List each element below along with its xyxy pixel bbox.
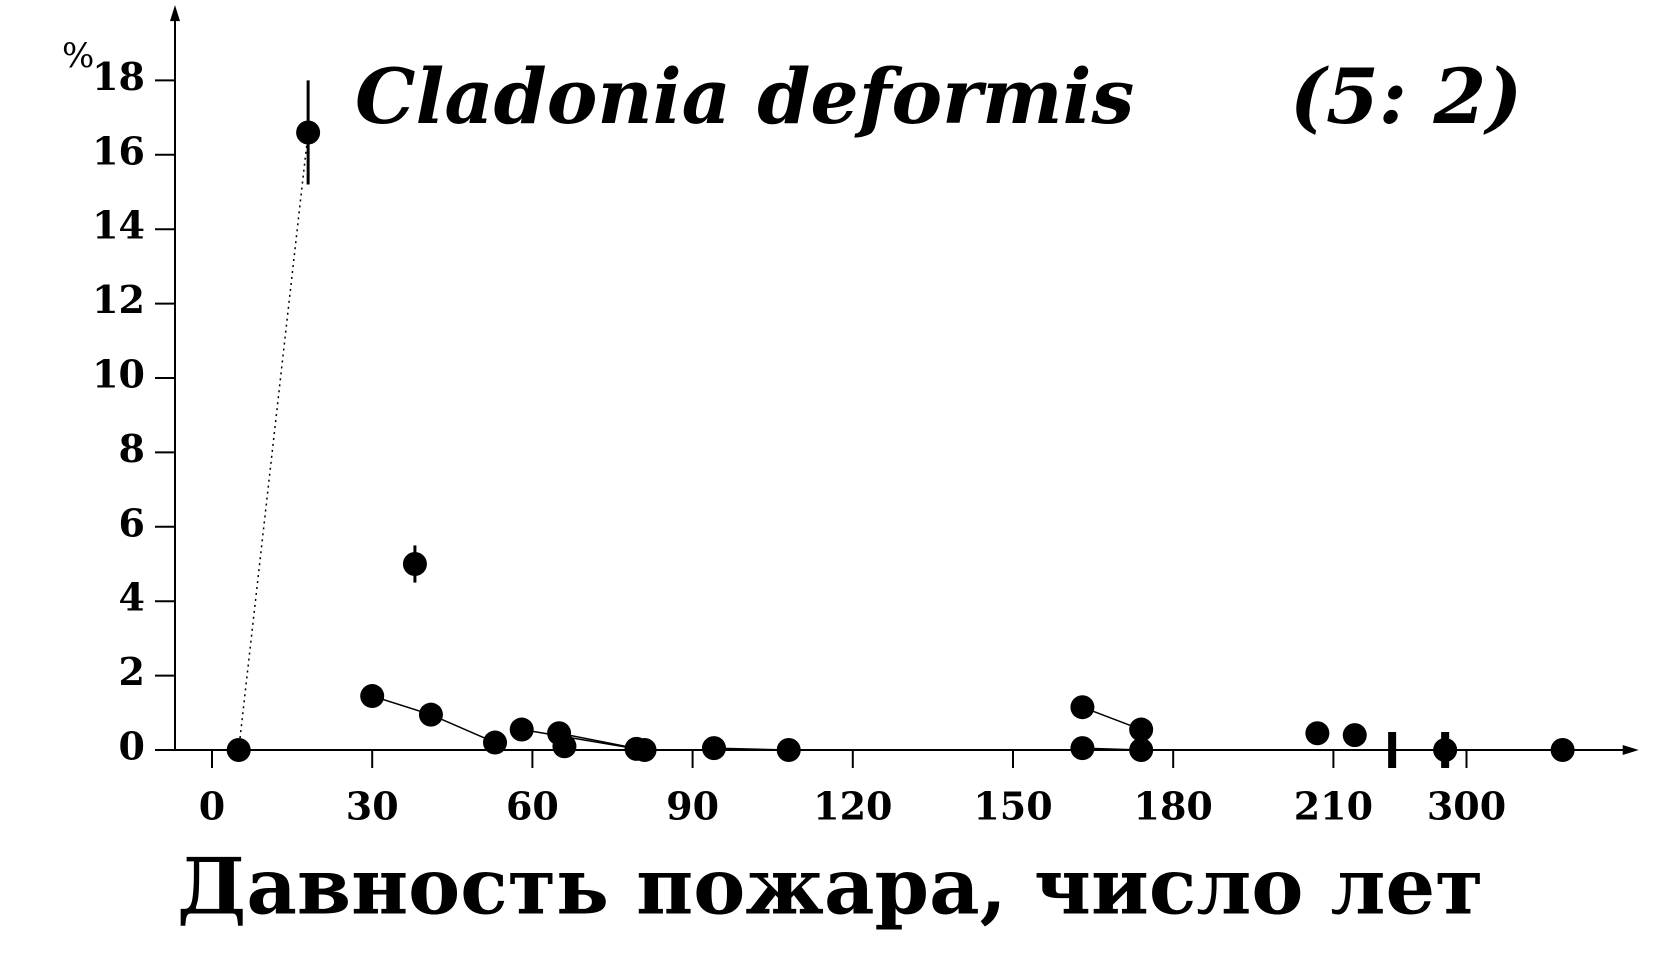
- x-tick-label: 180: [1134, 784, 1213, 829]
- chart-subtitle: (5: 2): [1290, 52, 1522, 141]
- point: [509, 717, 534, 742]
- point: [1305, 721, 1330, 746]
- x-tick-label: 300: [1427, 784, 1506, 829]
- line: [521, 728, 637, 750]
- point: [701, 736, 726, 761]
- dotted-line: [237, 132, 309, 751]
- point: [418, 702, 443, 727]
- y-tick-label: 16: [92, 128, 145, 173]
- y-tick-label: 4: [119, 575, 145, 620]
- y-tick-label: 10: [92, 352, 145, 397]
- axis-break: [1388, 732, 1397, 768]
- point: [1129, 717, 1154, 742]
- y-tick-label: 14: [92, 203, 145, 248]
- x-tick-label: 120: [813, 784, 892, 829]
- line: [713, 747, 789, 751]
- point: [296, 120, 321, 145]
- y-tick-label: 18: [92, 54, 145, 99]
- point: [552, 734, 577, 759]
- point: [226, 738, 251, 762]
- point: [483, 730, 508, 755]
- y-tick-label: 12: [92, 277, 145, 322]
- x-tick-label: 150: [973, 784, 1052, 829]
- y-axis-label: %: [62, 36, 94, 76]
- y-tick-label: 6: [119, 500, 145, 545]
- y-axis-arrow: [170, 5, 180, 22]
- line: [558, 732, 645, 751]
- y-tick-label: 0: [119, 724, 145, 769]
- point: [1342, 723, 1367, 748]
- point: [1129, 738, 1154, 762]
- x-tick-label: 60: [506, 784, 559, 829]
- point: [1550, 738, 1575, 762]
- y-tick-label: 2: [119, 649, 145, 694]
- point: [1070, 695, 1095, 720]
- chart-title: Cladonia deformis: [355, 52, 1134, 141]
- point: [1070, 736, 1095, 761]
- x-tick-label: 30: [346, 784, 399, 829]
- point: [360, 684, 385, 709]
- x-axis-label: Давность пожара, число лет: [177, 842, 1484, 933]
- y-tick-label: 8: [119, 426, 145, 471]
- x-tick-label: 90: [666, 784, 719, 829]
- point: [776, 738, 801, 762]
- x-tick-label: 0: [199, 784, 225, 829]
- x-axis-arrow: [1622, 745, 1639, 755]
- point: [632, 738, 657, 762]
- point: [402, 552, 427, 576]
- point: [1433, 738, 1458, 762]
- x-tick-label: 210: [1294, 784, 1373, 829]
